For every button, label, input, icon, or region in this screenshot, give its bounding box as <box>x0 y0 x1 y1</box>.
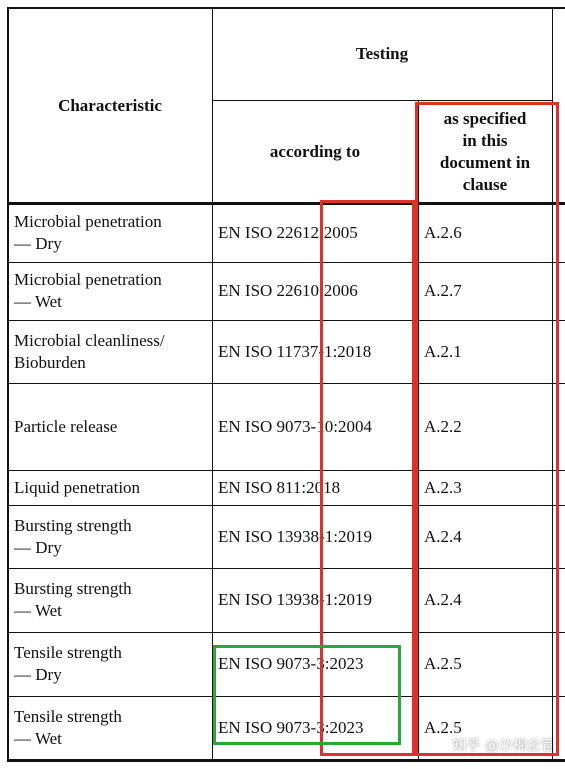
table-cell: EN ISO 811:2018 <box>218 477 341 497</box>
rule <box>8 470 565 471</box>
rule <box>418 100 419 760</box>
table-cell: A.2.5 <box>424 654 462 673</box>
table-cell: A.2.6 <box>424 222 462 242</box>
table-cell: Particle release <box>14 416 118 436</box>
highlight-red <box>415 102 559 756</box>
header-characteristic: Characteristic <box>58 95 162 115</box>
rule <box>8 696 565 697</box>
highlight-red <box>320 200 415 756</box>
rule <box>552 8 553 760</box>
header-as-specified: as specified in this document in clause <box>439 108 531 194</box>
rule <box>8 320 565 321</box>
table-cell: EN ISO 22612:2005 <box>218 222 358 242</box>
table-cell: EN ISO 11737-1:2018 <box>218 341 372 361</box>
rule <box>8 632 565 633</box>
rule <box>8 202 565 205</box>
table-cell: A.2.5 <box>424 718 462 737</box>
header-according-to: according to <box>269 141 361 161</box>
rule <box>8 383 565 384</box>
table-cell: A.2.1 <box>424 341 462 361</box>
table-cell: Microbial penetration — Wet <box>14 270 162 311</box>
table-cell: Tensile strength — Wet <box>14 707 122 748</box>
table-cell: A.2.2 <box>424 416 462 436</box>
watermark: 知乎 @沙棉企管 <box>452 738 555 754</box>
rule <box>8 505 565 506</box>
table-cell: Microbial cleanliness/ Bioburden <box>14 330 165 372</box>
rule <box>8 7 565 9</box>
table-cell: EN ISO 22610:2006 <box>218 281 358 300</box>
table-cell: EN ISO 13938-1:2019 <box>218 590 372 609</box>
table-cell: EN ISO 9073-10:2004 <box>218 416 372 436</box>
rule <box>7 7 9 762</box>
rule <box>212 8 213 760</box>
table-cell: Liquid penetration <box>14 477 141 497</box>
table-cell: A.2.3 <box>424 477 462 497</box>
rule <box>8 568 565 569</box>
table-cell: A.2.7 <box>424 281 462 300</box>
highlight-green <box>213 645 401 745</box>
table-cell: Bursting strength — Dry <box>14 515 132 557</box>
rule <box>8 759 565 762</box>
rule <box>212 100 552 101</box>
table-cell: A.2.4 <box>424 526 462 546</box>
rule <box>8 262 565 263</box>
header-testing: Testing <box>355 44 409 63</box>
table-cell: EN ISO 13938-1:2019 <box>218 526 372 546</box>
table-cell: Bursting strength — Wet <box>14 579 132 620</box>
table-cell: Microbial penetration — Dry <box>14 211 162 253</box>
table-cell: A.2.4 <box>424 590 462 609</box>
table-cell: Tensile strength — Dry <box>14 643 122 684</box>
